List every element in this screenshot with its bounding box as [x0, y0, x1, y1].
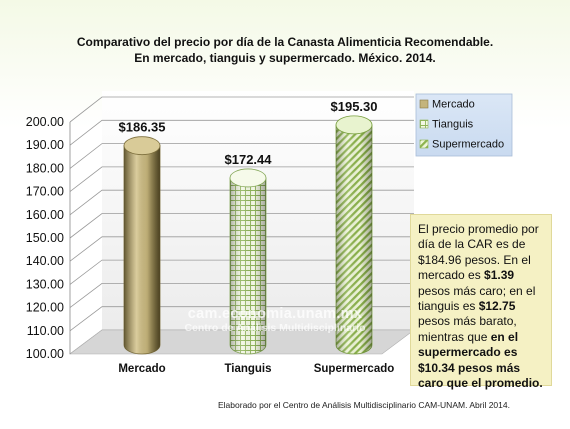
bar-shading	[336, 124, 372, 355]
y-tick-label: 170.00	[26, 185, 64, 199]
y-tick-label: 110.00	[27, 324, 64, 338]
y-tick-label: 160.00	[26, 208, 64, 222]
gridline	[69, 306, 414, 332]
note-bold-3: en el supermercado es $10.34 pesos más c…	[418, 329, 543, 391]
gridline	[69, 189, 414, 216]
y-tick-label: 180.00	[26, 161, 64, 175]
x-tick-label: Supermercado	[314, 363, 395, 375]
y-tick-label: 200.00	[26, 115, 64, 129]
legend-swatch-supermercado	[419, 139, 429, 149]
legend-swatch-tianguis	[419, 119, 429, 129]
gridline	[69, 282, 414, 308]
x-axis: Mercado Tianguis Supermercado	[118, 363, 394, 375]
legend-label-supermercado: Supermercado	[432, 139, 504, 151]
gridline	[69, 236, 414, 262]
x-tick-label: Tianguis	[224, 363, 271, 375]
footer-credit: Elaborado por el Centro de Análisis Mult…	[218, 400, 510, 410]
bar-supermercado: $195.30	[331, 99, 378, 355]
legend-swatch-mercado	[419, 99, 429, 109]
bars: $186.35 $172.44 $195.30	[119, 99, 378, 355]
y-tick-label: 130.00	[26, 277, 64, 291]
bar-shading	[230, 177, 266, 354]
y-tick-label: 190.00	[26, 138, 64, 152]
legend-label-tianguis: Tianguis	[432, 119, 474, 131]
gridline	[69, 213, 414, 239]
note-box: El precio promedio por día de la CAR es …	[410, 214, 552, 390]
note-text-2: pesos más caro; en el tianguis es	[418, 283, 536, 314]
watermark-org: Centro de Análisis Multidisciplinario	[184, 322, 366, 334]
gridline	[69, 166, 414, 192]
bar-shading	[124, 145, 160, 354]
y-tick-label: 120.00	[26, 301, 64, 315]
gridline	[69, 96, 414, 123]
watermark-url: cam.economia.unam.mx	[187, 306, 363, 322]
bar-top	[229, 168, 267, 188]
note-bold-1: $1.39	[484, 268, 515, 283]
legend-box	[415, 93, 513, 157]
y-tick-label: 150.00	[26, 231, 64, 245]
x-tick-label: Mercado	[118, 363, 165, 375]
note-text-3: pesos más barato, mientras que	[418, 314, 517, 344]
bar-mercado: $186.35	[119, 120, 166, 355]
y-tick-label: 140.00	[26, 254, 64, 268]
legend: Mercado Tianguis Supermercado	[415, 93, 513, 157]
bar-top	[335, 115, 373, 135]
bar-data-label: $195.30	[331, 99, 378, 114]
note-text-1: El precio promedio por día de la CAR es …	[418, 222, 539, 283]
y-tick-label: 100.00	[26, 347, 64, 361]
note-bold-2: $12.75	[478, 299, 516, 314]
bar-data-label: $172.44	[225, 152, 273, 167]
legend-label-mercado: Mercado	[432, 99, 475, 111]
y-axis: 100.00 110.00 120.00 130.00 140.00 150.00 160.…	[26, 115, 71, 361]
gridline	[69, 143, 414, 169]
title-line-1: Comparativo del precio por día de la Can…	[76, 35, 494, 49]
bar-top	[123, 136, 161, 156]
chart-title: Comparativo del precio por día de la Can…	[0, 34, 570, 66]
gridline	[69, 259, 414, 285]
title-line-2: En mercado, tianguis y supermercado. Méx…	[134, 51, 436, 65]
bar-tianguis: $172.44	[225, 152, 273, 355]
bar-data-label: $186.35	[119, 120, 166, 135]
gridline	[69, 119, 414, 146]
